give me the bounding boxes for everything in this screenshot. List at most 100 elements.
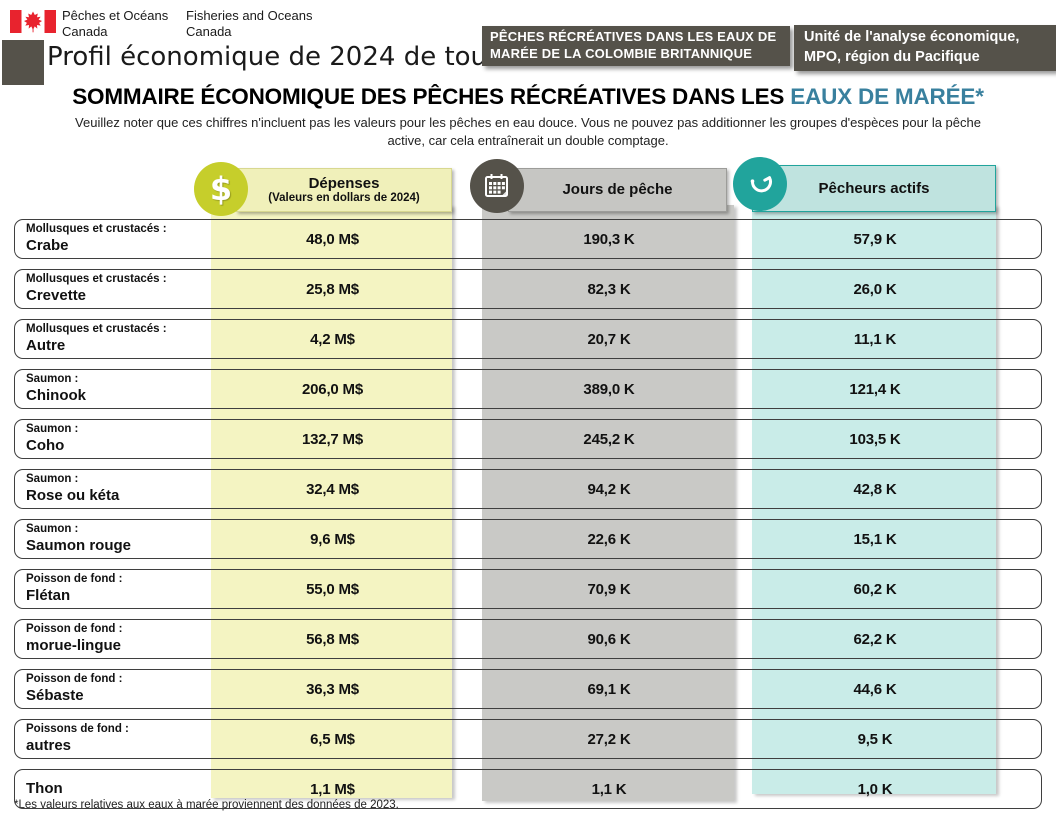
- species-name: Rose ou kéta: [26, 486, 120, 504]
- column-header-fishing-days: Jours de pêche: [508, 168, 727, 212]
- species-label-cell: Poisson de fond : morue-lingue: [15, 620, 212, 658]
- species-name: autres: [26, 736, 72, 754]
- active-anglers-value: 42,8 K: [853, 480, 897, 498]
- species-category: Poisson de fond :: [26, 623, 123, 636]
- fishing-days-value: 27,2 K: [587, 730, 631, 748]
- dollar-glyph: $: [209, 170, 233, 208]
- species-name: Saumon rouge: [26, 536, 132, 554]
- column-header-active-anglers: Pêcheurs actifs: [752, 165, 996, 212]
- active-anglers-value: 57,9 K: [853, 230, 897, 248]
- active-anglers-column-band: [752, 205, 996, 794]
- expenses-column-band: [211, 205, 452, 798]
- dept-en-line2: Canada: [186, 23, 232, 39]
- title-accent-square: [2, 40, 44, 85]
- species-label-cell: Mollusques et crustacés : Crevette: [15, 270, 212, 308]
- fishing-days-value: 90,6 K: [587, 630, 631, 648]
- expenses-value: 132,7 M$: [302, 430, 363, 448]
- table-row: Poisson de fond : Flétan 55,0 M$ 70,9 K …: [14, 569, 1042, 609]
- active-anglers-value: 62,2 K: [853, 630, 897, 648]
- table-row: Poisson de fond : morue-lingue 56,8 M$ 9…: [14, 619, 1042, 659]
- expenses-value: 48,0 M$: [306, 230, 359, 248]
- active-anglers-value: 60,2 K: [853, 580, 897, 598]
- table-rows: Mollusques et crustacés : Crabe 48,0 M$ …: [14, 219, 1042, 816]
- active-anglers-value: 15,1 K: [853, 530, 897, 548]
- species-label-cell: Poisson de fond : Flétan: [15, 570, 212, 608]
- table-row: Mollusques et crustacés : Crevette 25,8 …: [14, 269, 1042, 309]
- species-category: Saumon :: [26, 473, 79, 486]
- department-name-en: Fisheries and Oceans Canada: [186, 8, 312, 39]
- active-anglers-value: 11,1 K: [853, 330, 897, 348]
- species-name: Flétan: [26, 586, 71, 604]
- banner-unit-text: Unité de l'analyse économique, MPO, régi…: [804, 29, 1020, 65]
- species-label-cell: Mollusques et crustacés : Autre: [15, 320, 212, 358]
- species-category: Saumon :: [26, 423, 79, 436]
- table-row: Saumon : Saumon rouge 9,6 M$ 22,6 K 15,1…: [14, 519, 1042, 559]
- species-name: Sébaste: [26, 686, 84, 704]
- table-row: Saumon : Rose ou kéta 32,4 M$ 94,2 K 42,…: [14, 469, 1042, 509]
- fishing-days-value: 22,6 K: [587, 530, 631, 548]
- expenses-header-sublabel: (Valeurs en dollars de 2024): [268, 192, 420, 205]
- expenses-value: 55,0 M$: [306, 580, 359, 598]
- species-category: Mollusques et crustacés :: [26, 223, 167, 236]
- banner-fisheries-region: PÊCHES RÉCRÉATIVES DANS LES EAUX DE MARÉ…: [482, 26, 790, 66]
- canada-flag-icon: [10, 10, 56, 33]
- active-anglers-value: 121,4 K: [849, 380, 901, 398]
- section-heading: SOMMAIRE ÉCONOMIQUE DES PÊCHES RÉCRÉATIV…: [0, 84, 1056, 110]
- species-label-cell: Saumon : Saumon rouge: [15, 520, 212, 558]
- department-name-fr: Pêches et Océans Canada: [62, 8, 168, 39]
- disclaimer-note: Veuillez noter que ces chiffres n'inclue…: [75, 115, 981, 148]
- table-row: Saumon : Chinook 206,0 M$ 389,0 K 121,4 …: [14, 369, 1042, 409]
- fishing-days-value: 82,3 K: [587, 280, 631, 298]
- species-category: Poisson de fond :: [26, 673, 123, 686]
- expenses-value: 1,1 M$: [310, 780, 355, 798]
- species-label-cell: Poisson de fond : Sébaste: [15, 670, 212, 708]
- species-label-cell: Mollusques et crustacés : Crabe: [15, 220, 212, 258]
- dept-en-line1: Fisheries and Oceans: [186, 8, 313, 23]
- dollar-icon: $: [194, 162, 248, 216]
- active-anglers-value: 26,0 K: [853, 280, 897, 298]
- expenses-value: 36,3 M$: [306, 680, 359, 698]
- fishing-days-value: 245,2 K: [583, 430, 635, 448]
- species-category: Saumon :: [26, 523, 79, 536]
- fishing-days-value: 190,3 K: [583, 230, 635, 248]
- species-category: Poissons de fond :: [26, 723, 129, 736]
- fishing-days-value: 70,9 K: [587, 580, 631, 598]
- species-name: Chinook: [26, 386, 86, 404]
- expenses-value: 56,8 M$: [306, 630, 359, 648]
- dept-fr-line2: Canada: [62, 23, 108, 39]
- species-name: Crevette: [26, 286, 87, 304]
- fishing-days-value: 20,7 K: [587, 330, 631, 348]
- banner-economic-unit: Unité de l'analyse économique, MPO, régi…: [794, 25, 1056, 71]
- table-row: Mollusques et crustacés : Crabe 48,0 M$ …: [14, 219, 1042, 259]
- species-category: Mollusques et crustacés :: [26, 273, 167, 286]
- active-anglers-header-label: Pêcheurs actifs: [818, 179, 930, 197]
- species-name: Thon: [26, 780, 63, 797]
- active-anglers-value: 1,0 K: [857, 780, 893, 798]
- expenses-header-label: Dépenses: [308, 174, 380, 192]
- table-row: Saumon : Coho 132,7 M$ 245,2 K 103,5 K: [14, 419, 1042, 459]
- species-name: Coho: [26, 436, 65, 454]
- column-header-expenses: Dépenses (Valeurs en dollars de 2024): [236, 168, 452, 212]
- expenses-value: 4,2 M$: [310, 330, 355, 348]
- expenses-value: 206,0 M$: [302, 380, 363, 398]
- fishing-days-value: 69,1 K: [587, 680, 631, 698]
- expenses-value: 9,6 M$: [310, 530, 355, 548]
- calendar-icon: [470, 159, 524, 213]
- heading-accent: EAUX DE MARÉE*: [790, 84, 984, 109]
- species-category: Saumon :: [26, 373, 79, 386]
- species-label-cell: Poissons de fond : autres: [15, 720, 212, 758]
- table-row: Poissons de fond : autres 6,5 M$ 27,2 K …: [14, 719, 1042, 759]
- banner-fisheries-text: PÊCHES RÉCRÉATIVES DANS LES EAUX DE MARÉ…: [490, 29, 777, 61]
- government-header: [10, 8, 56, 33]
- expenses-value: 6,5 M$: [310, 730, 355, 748]
- expenses-value: 25,8 M$: [306, 280, 359, 298]
- table-row: Mollusques et crustacés : Autre 4,2 M$ 2…: [14, 319, 1042, 359]
- table-row: Poisson de fond : Sébaste 36,3 M$ 69,1 K…: [14, 669, 1042, 709]
- table-row: Thon 1,1 M$ 1,1 K 1,0 K: [14, 769, 1042, 809]
- active-anglers-value: 44,6 K: [853, 680, 897, 698]
- species-name: morue-lingue: [26, 636, 122, 654]
- fishing-days-value: 94,2 K: [587, 480, 631, 498]
- fishing-days-value: 1,1 K: [591, 780, 627, 798]
- fishing-days-header-label: Jours de pêche: [562, 181, 673, 199]
